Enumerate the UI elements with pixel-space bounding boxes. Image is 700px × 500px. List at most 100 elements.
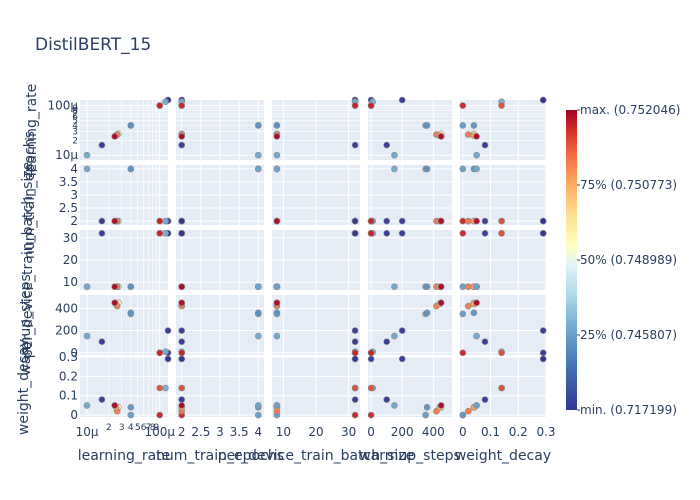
- y-tick-label: 2.5: [59, 201, 78, 215]
- data-point: [83, 402, 91, 409]
- y-minor-tick-label: 5: [72, 117, 78, 127]
- data-point: [162, 384, 169, 392]
- x-tick-label: 0.3: [536, 425, 555, 439]
- data-point: [367, 217, 375, 225]
- x-tick-label: 0.2: [509, 425, 528, 439]
- y-tick-label: 30: [63, 231, 78, 245]
- data-point: [273, 309, 281, 317]
- data-point: [498, 102, 505, 109]
- data-point: [98, 217, 106, 225]
- data-point: [254, 283, 262, 291]
- data-point: [473, 283, 480, 291]
- data-point: [273, 133, 281, 140]
- data-point: [254, 411, 262, 419]
- panel-grid: [80, 100, 547, 417]
- x-tick-label: 2.5: [191, 425, 210, 439]
- data-point: [162, 348, 169, 356]
- axis-labels: 10μ100μ2345678922.533.54102030020040000.…: [16, 84, 556, 464]
- y-axis-title: num_train_epochs: [22, 131, 38, 259]
- data-point: [473, 332, 480, 340]
- data-point: [178, 396, 185, 403]
- data-point: [351, 384, 359, 392]
- data-point: [539, 96, 547, 104]
- data-point: [111, 283, 118, 291]
- data-point: [351, 230, 359, 237]
- panel-lr-wd: [460, 100, 546, 160]
- data-point: [367, 230, 375, 237]
- data-point: [254, 332, 262, 340]
- data-point: [178, 102, 185, 109]
- data-point: [351, 327, 359, 334]
- data-point: [127, 403, 135, 411]
- y-axis-title: per_device_train_batch_size: [20, 162, 36, 359]
- x-tick-label: 2: [178, 425, 186, 439]
- data-point: [156, 217, 163, 225]
- data-point: [254, 122, 262, 129]
- data-point: [156, 349, 163, 357]
- data-point: [481, 338, 489, 346]
- x-tick-label: 200: [391, 425, 414, 439]
- data-point: [398, 230, 406, 237]
- data-point: [481, 141, 489, 149]
- colorbar-gradient: [566, 110, 577, 410]
- data-point: [391, 332, 398, 340]
- data-point: [273, 332, 281, 340]
- x-minor-tick-label: 7: [146, 423, 152, 433]
- data-point: [437, 299, 445, 307]
- data-point: [98, 141, 106, 149]
- data-point: [498, 384, 505, 392]
- data-point: [351, 217, 359, 225]
- y-tick-label: 10: [63, 275, 78, 289]
- x-minor-tick-label: 3: [119, 423, 125, 433]
- data-point: [498, 349, 505, 357]
- data-point: [473, 165, 480, 173]
- panel-lr-wu: [368, 100, 452, 160]
- x-minor-tick-label: 8: [150, 423, 156, 433]
- data-point: [459, 102, 467, 109]
- data-point: [459, 165, 467, 173]
- x-tick-label: 400: [422, 425, 445, 439]
- data-point: [164, 327, 172, 334]
- data-point: [367, 102, 375, 109]
- data-point: [539, 355, 547, 363]
- data-point: [127, 283, 135, 291]
- data-point: [83, 151, 91, 159]
- data-point: [162, 217, 169, 225]
- data-point: [464, 131, 472, 138]
- data-point: [383, 230, 391, 237]
- data-point: [539, 217, 547, 225]
- data-point: [459, 122, 467, 129]
- data-point: [178, 133, 185, 140]
- y-tick-label: 20: [63, 253, 78, 267]
- data-point: [351, 396, 359, 403]
- data-point: [156, 102, 163, 109]
- data-point: [178, 355, 185, 363]
- data-point: [459, 411, 467, 419]
- y-minor-tick-label: 6: [72, 113, 78, 123]
- data-point: [351, 349, 359, 357]
- data-point: [473, 299, 480, 307]
- panel-lr-lr: [80, 100, 168, 160]
- data-point: [254, 151, 262, 159]
- y-minor-tick-label: 2: [72, 136, 78, 146]
- data-point: [164, 355, 172, 363]
- x-tick-label: 0.1: [481, 425, 500, 439]
- data-point: [273, 402, 281, 409]
- data-point: [398, 96, 406, 104]
- data-point: [391, 151, 398, 159]
- data-point: [178, 402, 185, 409]
- data-point: [539, 349, 547, 357]
- data-point: [391, 402, 398, 409]
- x-tick-label: 0: [367, 425, 375, 439]
- data-point: [473, 402, 480, 409]
- y-tick-label: 3: [70, 188, 78, 202]
- data-point: [423, 309, 431, 317]
- data-point: [383, 396, 391, 403]
- data-point: [83, 332, 91, 340]
- y-tick-label: 0.1: [59, 389, 78, 403]
- y-minor-tick-label: 4: [72, 121, 78, 131]
- y-minor-tick-label: 3: [72, 128, 78, 138]
- data-point: [464, 407, 472, 415]
- x-minor-tick-label: 9: [154, 423, 160, 433]
- data-point: [178, 384, 185, 392]
